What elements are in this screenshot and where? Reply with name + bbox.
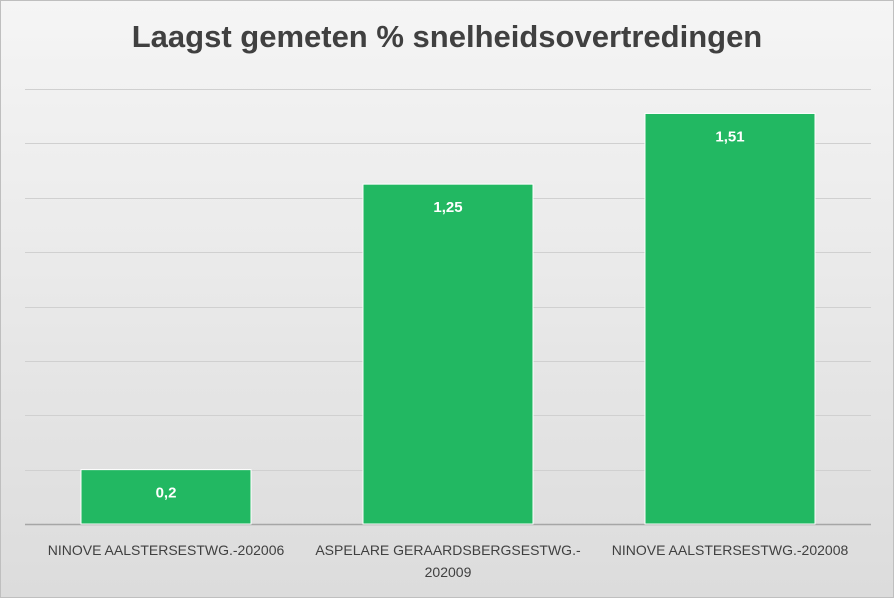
data-label: 1,25 xyxy=(433,199,462,216)
data-label: 0,2 xyxy=(156,485,177,502)
category-label: NINOVE AALSTERSESTWG.-202008 xyxy=(612,542,849,558)
bar xyxy=(80,469,252,525)
bar xyxy=(362,183,534,525)
category-label: NINOVE AALSTERSESTWG.-202006 xyxy=(48,542,285,558)
category-label: ASPELARE GERAARDSBERGSESTWG.- xyxy=(315,542,581,558)
chart-title: Laagst gemeten % snelheidsovertredingen xyxy=(131,19,763,54)
data-label: 1,51 xyxy=(715,128,744,145)
category-label: 202009 xyxy=(425,564,472,580)
bar xyxy=(644,112,816,525)
